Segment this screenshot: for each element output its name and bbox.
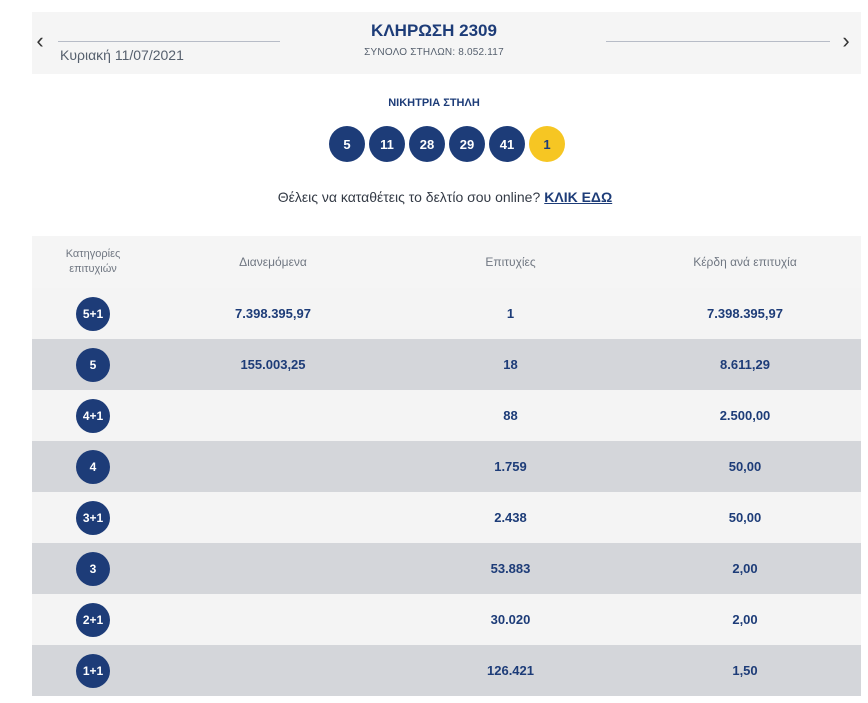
category-badge: 3 — [76, 551, 110, 586]
table-row: 2+1 30.020 2,00 — [32, 594, 861, 645]
header-divider-right — [606, 41, 830, 42]
winning-number-ball: 41 — [489, 126, 525, 162]
distributed-cell: 7.398.395,97 — [235, 306, 311, 321]
prize-table: Κατηγορίες επιτυχιών Διανεμόμενα Επιτυχί… — [32, 236, 861, 696]
online-ticket-text: Θέλεις να καταθέτεις το δελτίο σου onlin… — [277, 189, 541, 205]
category-badge: 2+1 — [76, 602, 110, 637]
category-badge: 5 — [76, 347, 110, 382]
draw-title: ΚΛΗΡΩΣΗ 2309 — [371, 21, 497, 40]
prize-cell: 2.500,00 — [719, 408, 771, 423]
draw-date: Κυριακή 11/07/2021 — [60, 47, 184, 63]
winning-number-ball: 5 — [329, 126, 365, 162]
table-row: 3+1 2.438 50,00 — [32, 492, 861, 543]
winners-cell: 18 — [503, 357, 518, 372]
winners-cell: 88 — [503, 408, 518, 423]
winning-number-ball: 29 — [449, 126, 485, 162]
header-distributed: Διανεμόμενα — [239, 255, 307, 269]
table-row: 3 53.883 2,00 — [32, 543, 861, 594]
table-row: 4 1.759 50,00 — [32, 441, 861, 492]
header-category: Κατηγορίες επιτυχιών — [32, 247, 154, 277]
table-row: 5 155.003,25 18 8.611,29 — [32, 339, 861, 390]
category-badge: 4 — [76, 449, 110, 484]
total-columns-text: ΣΥΝΟΛΟ ΣΤΗΛΩΝ: 8.052.117 — [364, 47, 504, 58]
click-here-link[interactable]: ΚΛΙΚ ΕΔΩ — [544, 189, 613, 205]
winning-number-ball: 28 — [409, 126, 445, 162]
category-badge: 4+1 — [76, 398, 110, 433]
draw-header — [32, 12, 861, 74]
winners-cell: 126.421 — [487, 663, 534, 678]
prev-draw-arrow-icon[interactable]: ‹ — [36, 28, 44, 53]
distributed-cell: 155.003,25 — [240, 357, 306, 372]
prize-table-header: Κατηγορίες επιτυχιών Διανεμόμενα Επιτυχί… — [32, 236, 861, 288]
winning-numbers: 5 11 28 29 41 1 — [329, 126, 565, 162]
winners-cell: 1 — [506, 306, 515, 321]
category-badge: 3+1 — [76, 500, 110, 535]
joker-number-ball: 1 — [529, 126, 565, 162]
table-row: 1+1 126.421 1,50 — [32, 645, 861, 696]
prize-cell: 1,50 — [732, 663, 758, 678]
header-winners: Επιτυχίες — [485, 255, 536, 269]
prize-cell: 50,00 — [728, 510, 762, 525]
header-divider-left — [58, 41, 280, 42]
prize-cell: 7.398.395,97 — [707, 306, 783, 321]
table-row: 4+1 88 2.500,00 — [32, 390, 861, 441]
winning-number-ball: 11 — [369, 126, 405, 162]
category-badge: 1+1 — [76, 653, 110, 688]
prize-cell: 50,00 — [728, 459, 762, 474]
header-prize: Κέρδη ανά επιτυχία — [693, 255, 797, 269]
winners-cell: 1.759 — [494, 459, 527, 474]
online-ticket-prompt: Θέλεις να καταθέτεις το δελτίο σου onlin… — [0, 189, 868, 205]
winners-cell: 53.883 — [490, 561, 531, 576]
prize-cell: 8.611,29 — [720, 357, 770, 372]
next-draw-arrow-icon[interactable]: › — [842, 28, 850, 53]
header-category-line1: Κατηγορίες — [65, 248, 121, 260]
prize-cell: 2,00 — [732, 612, 758, 627]
winners-cell: 30.020 — [490, 612, 531, 627]
winners-cell: 2.438 — [494, 510, 527, 525]
category-badge: 5+1 — [76, 296, 110, 331]
winning-column-label: ΝΙΚΗΤΡΙΑ ΣΤΗΛΗ — [388, 97, 480, 109]
prize-cell: 2,00 — [732, 561, 758, 576]
header-category-line2: επιτυχιών — [69, 263, 117, 275]
table-row: 5+1 7.398.395,97 1 7.398.395,97 — [32, 288, 861, 339]
